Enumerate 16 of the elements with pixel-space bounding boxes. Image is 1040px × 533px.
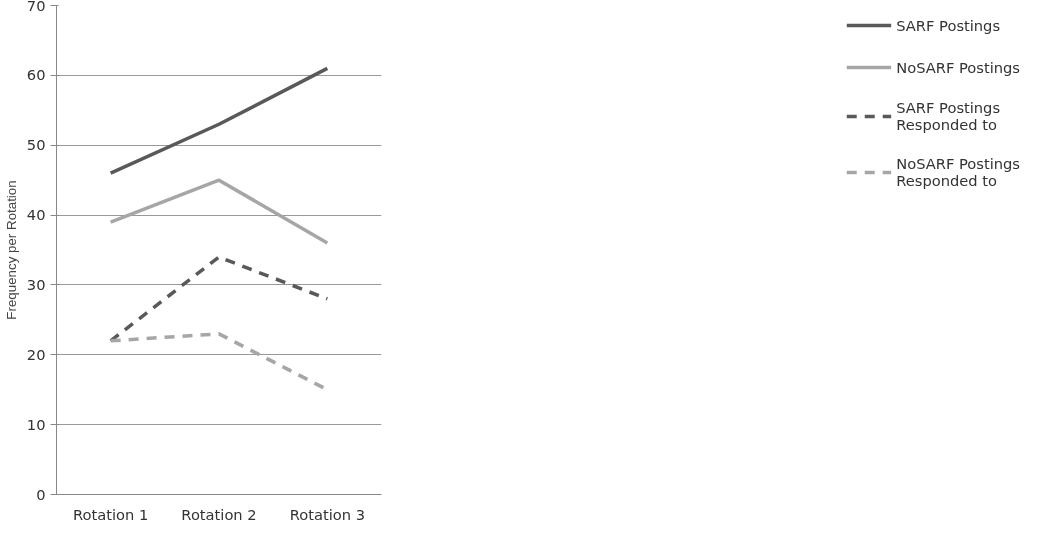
y-tick-label: 50 [26,136,46,154]
y-axis-title: Frequency per Rotation [3,180,19,320]
legend-label: SARF Postings Responded to [896,99,1001,133]
x-tick-label: Rotation 2 [181,505,257,523]
legend-label: NoSARF Postings [896,58,1020,76]
y-tick-label: 10 [26,415,46,433]
x-tick-label: Rotation 3 [289,505,365,523]
y-tick-label: 40 [26,206,46,224]
legend-label: NoSARF Postings Responded to [896,155,1020,189]
y-tick-label: 30 [26,275,46,293]
y-tick-label: 20 [26,345,46,363]
y-tick-label: 0 [36,485,46,503]
legend-label: SARF Postings [896,16,1001,34]
x-tick-label: Rotation 1 [73,505,149,523]
y-tick-label: 70 [26,0,46,14]
y-tick-label: 60 [26,66,46,84]
